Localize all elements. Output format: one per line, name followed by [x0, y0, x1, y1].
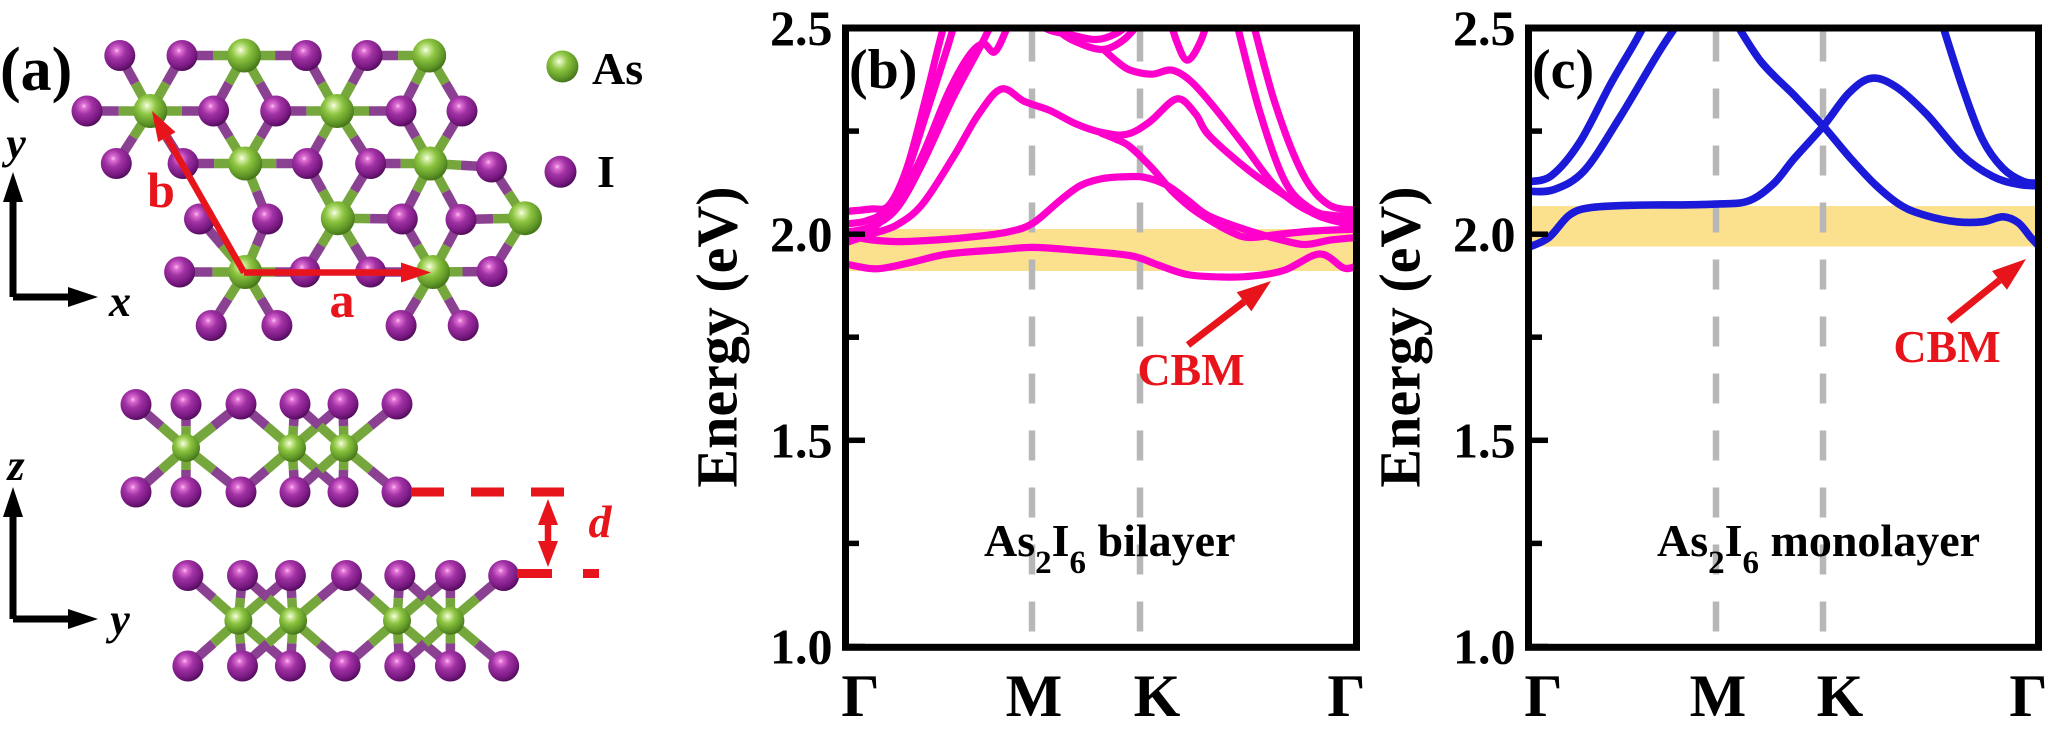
svg-text:z: z	[5, 441, 24, 490]
svg-text:1.0: 1.0	[1453, 619, 1516, 675]
svg-text:1.0: 1.0	[770, 619, 833, 675]
svg-text:Γ: Γ	[841, 663, 879, 729]
svg-text:M: M	[1690, 663, 1747, 729]
svg-text:M: M	[1006, 663, 1063, 729]
svg-text:(c): (c)	[1532, 39, 1594, 101]
svg-text:b: b	[147, 162, 175, 218]
svg-text:I: I	[597, 146, 615, 197]
svg-text:Energy (eV): Energy (eV)	[685, 186, 750, 487]
svg-text:2.0: 2.0	[1453, 206, 1516, 262]
svg-text:1.5: 1.5	[1453, 412, 1516, 468]
svg-text:2.5: 2.5	[1453, 0, 1516, 56]
svg-text:K: K	[1817, 663, 1864, 729]
svg-text:(a): (a)	[0, 36, 72, 104]
svg-text:a: a	[330, 272, 355, 328]
svg-text:CBM: CBM	[1137, 344, 1244, 395]
svg-text:2.5: 2.5	[770, 0, 833, 56]
svg-text:Γ: Γ	[2009, 663, 2047, 729]
svg-text:Γ: Γ	[1327, 663, 1365, 729]
svg-text:K: K	[1134, 663, 1181, 729]
svg-text:Energy (eV): Energy (eV)	[1368, 186, 1433, 487]
svg-text:x: x	[108, 277, 131, 326]
svg-text:(b): (b)	[849, 39, 917, 101]
svg-text:d: d	[589, 496, 613, 547]
svg-text:1.5: 1.5	[770, 412, 833, 468]
svg-text:Γ: Γ	[1524, 663, 1562, 729]
svg-text:2.0: 2.0	[770, 206, 833, 262]
svg-text:As: As	[592, 43, 643, 94]
svg-text:CBM: CBM	[1893, 321, 2000, 372]
